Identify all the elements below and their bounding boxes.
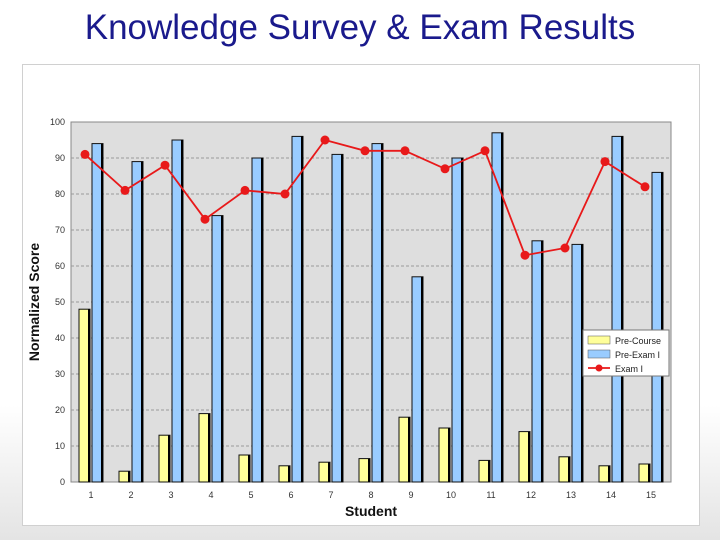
exam-point — [320, 135, 330, 145]
x-tick-label: 1 — [88, 490, 93, 500]
bar-shadow — [128, 471, 130, 482]
legend: Pre-Course Pre-Exam I Exam I — [582, 329, 670, 377]
legend-swatch — [587, 335, 611, 345]
exam-point — [240, 185, 250, 195]
bar-shadow — [221, 215, 223, 482]
exam-point — [280, 189, 290, 199]
bar-shadow — [328, 462, 330, 482]
bars — [78, 132, 664, 483]
bar-shadow — [301, 136, 303, 482]
x-tick-label: 14 — [606, 490, 616, 500]
bar-shadow — [381, 143, 383, 482]
exam-point — [120, 185, 130, 195]
legend-label: Pre-Course — [615, 336, 661, 346]
y-tick-label: 0 — [60, 477, 65, 487]
bar-shadow — [488, 460, 490, 482]
x-tick-label: 4 — [208, 490, 213, 500]
bar-shadow — [101, 143, 103, 482]
x-tick-label: 6 — [288, 490, 293, 500]
bar-shadow — [88, 309, 90, 482]
exam-point — [600, 157, 610, 167]
y-axis-title: Normalized Score — [26, 243, 42, 361]
bar-shadow — [448, 428, 450, 482]
exam-point — [360, 146, 370, 156]
x-tick-label: 10 — [446, 490, 456, 500]
exam-point — [80, 149, 90, 159]
y-tick-label: 50 — [55, 297, 65, 307]
bar-shadow — [421, 276, 423, 482]
x-tick-label: 15 — [646, 490, 656, 500]
exam-point — [200, 214, 210, 224]
bar-shadow — [208, 413, 210, 482]
x-tick-label: 2 — [128, 490, 133, 500]
grid — [71, 157, 671, 447]
x-tick-label: 3 — [168, 490, 173, 500]
legend-marker — [595, 364, 603, 372]
slide-title: Knowledge Survey & Exam Results — [84, 8, 636, 47]
y-tick-label: 70 — [55, 225, 65, 235]
bar-shadow — [528, 431, 530, 482]
y-tick-label: 20 — [55, 405, 65, 415]
exam-point — [400, 146, 410, 156]
exam-point — [160, 160, 170, 170]
bar-shadow — [141, 161, 143, 482]
x-tick-label: 12 — [526, 490, 536, 500]
bar-shadow — [261, 158, 263, 482]
y-tick-label: 40 — [55, 333, 65, 343]
x-tick-label: 8 — [368, 490, 373, 500]
bar-shadow — [248, 455, 250, 482]
y-tick-label: 90 — [55, 153, 65, 163]
x-tick-label: 11 — [486, 490, 495, 500]
x-tick-label: 9 — [408, 490, 413, 500]
x-tick-labels: 1 2 3 4 5 6 7 8 9 10 11 12 13 14 15 — [88, 490, 656, 500]
exam-point — [480, 146, 490, 156]
x-tick-label: 7 — [328, 490, 333, 500]
bar-shadow — [541, 240, 543, 482]
y-tick-label: 10 — [55, 441, 65, 451]
bar-shadow — [608, 465, 610, 482]
y-tick-labels: 0 10 20 30 40 50 60 70 80 90 100 — [50, 117, 65, 487]
bar-shadow — [501, 132, 503, 483]
y-tick-label: 80 — [55, 189, 65, 199]
bar-shadow — [181, 140, 183, 482]
exam-point — [520, 250, 530, 260]
bar-shadow — [621, 136, 623, 482]
bar-shadow — [581, 244, 583, 482]
bar-shadow — [341, 154, 343, 482]
exam-point — [440, 164, 450, 174]
bar-shadow — [648, 464, 650, 482]
exam-line — [80, 135, 650, 260]
bar-shadow — [568, 456, 570, 482]
bar-shadow — [661, 172, 663, 482]
exam-point — [560, 243, 570, 253]
legend-label: Exam I — [615, 364, 643, 374]
x-tick-label: 5 — [248, 490, 253, 500]
legend-label: Pre-Exam I — [615, 350, 660, 360]
y-tick-label: 100 — [50, 117, 65, 127]
legend-swatch — [587, 349, 611, 359]
chart-panel: 0 10 20 30 40 50 60 70 80 90 100 1 2 3 4 5 6 7 8 9 10 11 12 13… — [22, 64, 700, 526]
bar-shadow — [288, 465, 290, 482]
bar-shadow — [368, 458, 370, 482]
exam-point — [640, 182, 650, 192]
y-tick-label: 60 — [55, 261, 65, 271]
bar-shadow — [461, 158, 463, 482]
y-tick-label: 30 — [55, 369, 65, 379]
x-axis-title: Student — [345, 503, 397, 519]
x-tick-label: 13 — [566, 490, 576, 500]
bar-shadow — [408, 417, 410, 482]
bar-shadow — [168, 435, 170, 482]
